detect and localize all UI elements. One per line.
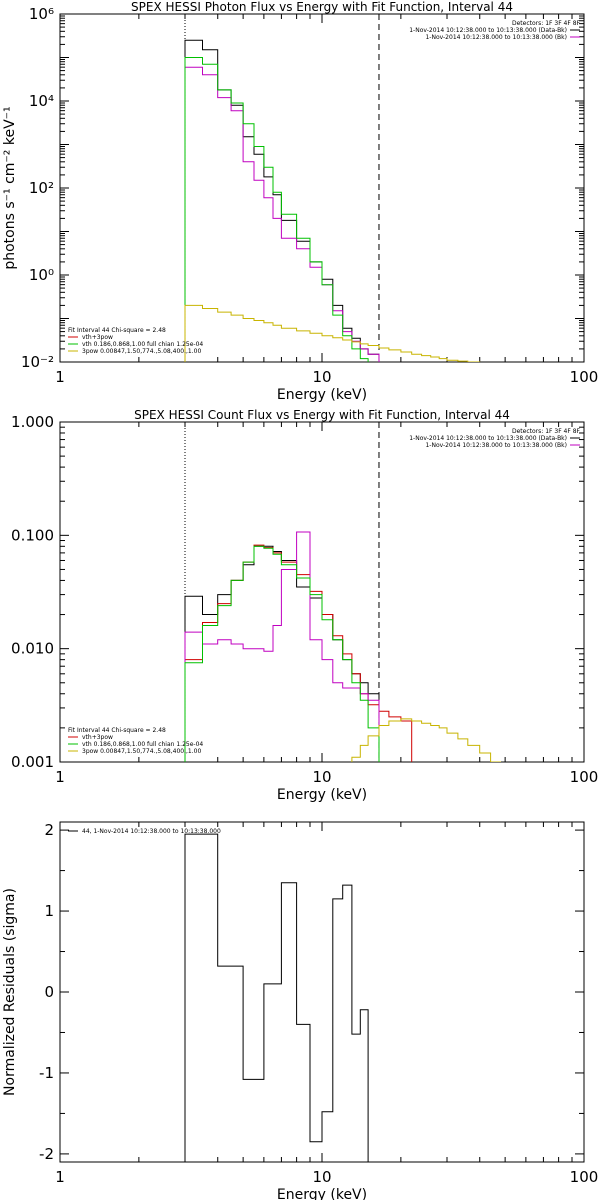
plot-frame (59, 821, 585, 1163)
chart-panel-2: 1 10 100 0.001 0.010 0.100 1.000 SPEX HESSI Cou… (11, 408, 598, 803)
y-tick-label: 10⁶ (29, 5, 54, 23)
y-tick-label: 10⁻² (21, 353, 54, 371)
series-1-line (184, 39, 380, 362)
series-4-line (184, 545, 380, 762)
legend-item: vth+3pow (82, 334, 113, 341)
series-4-line (184, 304, 481, 362)
legend-item: 1-Nov-2014 10:12:38.000 to 10:13:38.000 … (409, 27, 567, 34)
data-layer (184, 833, 369, 1162)
y-tick-label: 0.001 (11, 753, 54, 771)
y-tick-label: -2 (39, 1145, 54, 1163)
legend-item: 1-Nov-2014 10:12:38.000 to 10:13:38.000 … (425, 442, 567, 449)
x-axis-label: Energy (keV) (277, 387, 367, 403)
legend-item: 1-Nov-2014 10:12:38.000 to 10:13:38.000 … (425, 34, 567, 41)
y-tick-label: 1 (44, 902, 54, 920)
x-tick-label: 1 (55, 768, 65, 786)
data-layer (184, 14, 481, 362)
legend-fit-info: Fit Interval 44 Chi-square = 2.48 (68, 327, 166, 334)
x-tick-label: 100 (570, 768, 599, 786)
y-axis-label: Normalized Residuals (sigma) (2, 888, 18, 1096)
legend-header: Detectors: 1F 3F 4F 8F (512, 428, 581, 435)
series-3-line (184, 531, 380, 762)
chart-panel-1: 1 10 100 10⁻² 10⁰ 10² 10⁴ 10⁶ SPEX HESSI Photon … (2, 0, 598, 403)
x-axis-label: Energy (keV) (277, 1187, 367, 1200)
y-tick-label: 10⁰ (29, 266, 54, 284)
y-tick-label: 0.100 (11, 526, 54, 544)
legend-item: 3pow 0.00847,1.50,774.,5.08,400.,1.00 (82, 748, 201, 755)
legend-header: Detectors: 1F 3F 4F 8F (512, 20, 581, 27)
legend-item: 3pow 0.00847,1.50,774.,5.08,400.,1.00 (82, 348, 201, 355)
y-axis-label: photons s⁻¹ cm⁻² keV⁻¹ (2, 106, 18, 269)
x-tick-label: 10 (312, 368, 331, 386)
legend-item: vth 0.186,0.868,1.00 full chian 1.25e-04 (82, 341, 203, 348)
y-tick-label: 0 (44, 983, 54, 1001)
y-tick-label: -1 (39, 1064, 54, 1082)
chart-title: SPEX HESSI Count Flux vs Energy with Fit… (134, 408, 510, 422)
legend-item: 1-Nov-2014 10:12:38.000 to 10:13:38.000 … (409, 435, 567, 442)
x-tick-label: 100 (570, 368, 599, 386)
series-3-line (184, 57, 369, 362)
x-tick-label: 100 (570, 1168, 599, 1186)
legend-item: vth 0.186,0.868,1.00 full chian 1.25e-04 (82, 741, 203, 748)
legend-item: vth+3pow (82, 734, 113, 741)
series-2-line (184, 66, 380, 362)
data-layer (184, 422, 501, 762)
x-tick-label: 10 (312, 768, 331, 786)
y-tick-label: 10² (29, 179, 54, 197)
series-1-line (184, 545, 380, 762)
y-tick-label: 1.000 (11, 413, 54, 431)
x-tick-label: 10 (312, 1168, 331, 1186)
x-axis-label: Energy (keV) (277, 787, 367, 803)
chart-panel-3: 1 10 100 -2 -1 0 1 2 Energy (keV) Normalized Resi… (2, 821, 598, 1200)
legend-fit-info: Fit Interval 44 Chi-square = 2.48 (68, 727, 166, 734)
y-tick-label: 10⁴ (29, 92, 54, 110)
series-1-line (184, 833, 369, 1162)
legend-item: 44, 1-Nov-2014 10:12:38.000 to 10:13:38.… (82, 828, 221, 835)
x-tick-label: 1 (55, 368, 65, 386)
chart-title: SPEX HESSI Photon Flux vs Energy with Fi… (131, 0, 513, 14)
series-5-line (351, 718, 501, 762)
y-tick-label: 0.010 (11, 640, 54, 658)
x-tick-label: 1 (55, 1168, 65, 1186)
y-tick-label: 2 (44, 821, 54, 839)
plot-frame (59, 13, 585, 363)
